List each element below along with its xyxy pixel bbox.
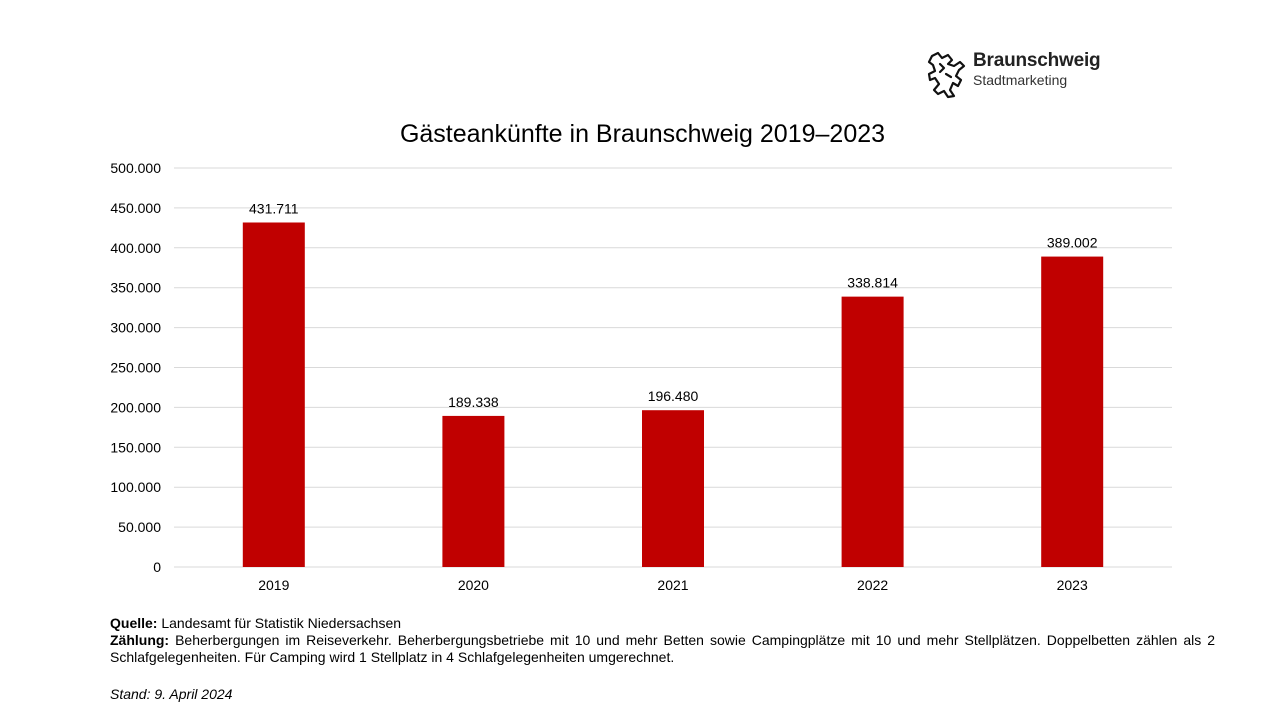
y-tick-label: 250.000: [110, 360, 161, 376]
y-tick-label: 50.000: [118, 519, 161, 535]
y-tick-label: 300.000: [110, 320, 161, 336]
bar-2019: [242, 222, 305, 567]
bar-2023: [1041, 256, 1104, 567]
gridlines: [174, 167, 1172, 568]
lion-icon: [927, 51, 966, 99]
count-line: Zählung: Beherbergungen im Reiseverkehr.…: [110, 632, 1215, 666]
bars: [242, 222, 1104, 567]
data-label: 431.711: [249, 200, 299, 216]
brand-logo: Braunschweig Stadtmarketing: [926, 50, 1126, 102]
data-label: 338.814: [847, 275, 898, 291]
y-tick-label: 500.000: [110, 160, 161, 176]
y-tick-label: 400.000: [110, 240, 161, 256]
chart-title: Gästeankünfte in Braunschweig 2019–2023: [399, 120, 886, 148]
source-line: Quelle: Landesamt für Statistik Niedersa…: [110, 615, 1215, 632]
x-tick-label: 2022: [857, 577, 888, 593]
bar-2020: [442, 415, 505, 567]
data-label: 196.480: [648, 388, 699, 404]
x-axis-ticks: 2019 2020 2021 2022 2023: [258, 577, 1088, 593]
x-tick-label: 2021: [657, 577, 688, 593]
x-tick-label: 2019: [258, 577, 289, 593]
bar-2021: [642, 410, 704, 567]
logo-subtitle: Stadtmarketing: [973, 72, 1068, 88]
y-tick-label: 150.000: [110, 439, 161, 455]
y-tick-label: 100.000: [110, 479, 161, 495]
chart-notes: Quelle: Landesamt für Statistik Niedersa…: [110, 615, 1215, 666]
data-label: 189.338: [448, 394, 499, 410]
y-axis-ticks: 0 50.000 100.000 150.000 200.000 250.000 300.0…: [110, 160, 161, 575]
data-label: 389.002: [1047, 235, 1098, 251]
data-labels: 431.711 189.338 196.480 338.814 389.002: [249, 200, 1098, 409]
stand-date: Stand: 9. April 2024: [110, 686, 233, 702]
source-text: Landesamt für Statistik Niedersachsen: [157, 615, 402, 631]
logo-name: Braunschweig: [973, 50, 1101, 71]
y-tick-label: 200.000: [110, 399, 161, 415]
bar-2022: [841, 296, 904, 567]
y-tick-label: 350.000: [110, 280, 161, 296]
count-text: Beherbergungen im Reiseverkehr. Beherber…: [110, 632, 1215, 665]
y-tick-label: 0: [153, 559, 161, 575]
y-tick-label: 450.000: [110, 200, 161, 216]
count-label: Zählung:: [110, 632, 170, 648]
x-tick-label: 2020: [458, 577, 489, 593]
x-tick-label: 2023: [1057, 577, 1088, 593]
bar-chart: 0 50.000 100.000 150.000 200.000 250.000 300.0…: [110, 160, 1172, 593]
source-label: Quelle:: [110, 615, 158, 631]
